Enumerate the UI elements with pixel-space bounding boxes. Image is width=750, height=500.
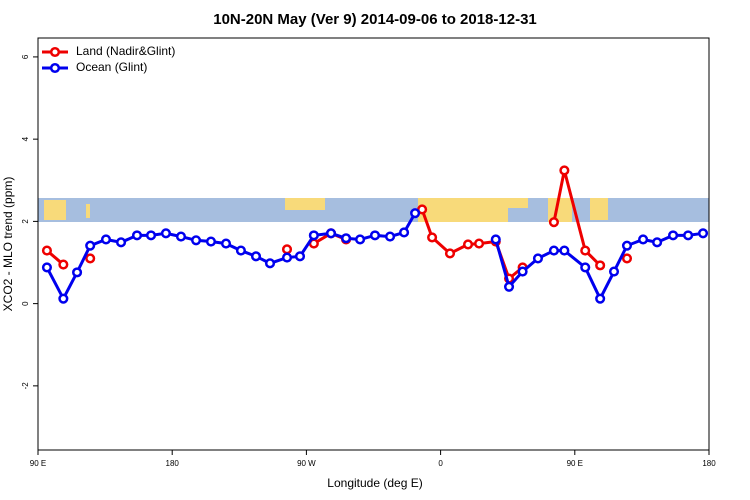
data-point [325,228,337,239]
data-point [131,230,143,241]
data-point [116,237,127,248]
x-tick-label: 0 [438,459,443,468]
data-point [264,258,276,269]
data-point [369,230,381,241]
data-point [668,230,679,241]
series-line [552,170,602,267]
x-tick-label: 90 W [297,459,316,468]
data-point [490,234,501,245]
data-point [638,234,649,245]
data-point [595,260,606,271]
data-point [683,230,694,241]
data-point [175,231,187,242]
legend-label: Ocean (Glint) [76,60,147,74]
data-point [697,228,709,239]
data-point [444,248,456,259]
x-tick-label: 90 E [567,459,583,468]
data-point [250,251,262,262]
data-point [235,245,246,256]
data-point [559,245,570,256]
data-point [145,230,157,241]
data-point [621,253,633,264]
legend-marker [49,46,61,58]
y-tick-label: 0 [21,301,30,306]
map-strip [38,198,709,222]
data-point [85,240,96,251]
legend-marker [49,62,61,74]
data-point [72,267,83,278]
data-point [355,234,366,245]
data-point [281,252,293,263]
y-tick-label: 6 [21,54,30,59]
data-point [532,253,544,264]
data-point [427,232,438,243]
x-tick-label: 180 [702,459,716,468]
data-point [41,262,52,273]
data-point [474,238,485,249]
data-point [580,245,591,256]
x-tick-label: 180 [166,459,180,468]
data-point [548,217,559,228]
data-point [100,234,112,245]
legend-label: Land (Nadir&Glint) [76,44,175,58]
data-point [58,293,69,304]
data-point [385,231,396,242]
data-point [281,244,293,255]
plot-frame [37,37,710,451]
series-line [45,212,417,302]
data-point [191,235,202,246]
data-point [205,236,217,247]
x-tick-label: 90 E [30,459,46,468]
data-point [58,259,69,270]
data-point [308,230,319,241]
data-point [294,251,306,262]
data-point [341,233,352,244]
data-point [399,227,410,238]
data-point [41,245,52,256]
y-tick-label: -2 [21,382,30,390]
data-point [160,228,171,239]
data-point [595,293,606,304]
data-point [621,240,633,251]
y-tick-label: 4 [21,136,30,141]
y-tick-label: 2 [21,219,30,224]
data-point [608,266,620,277]
data-point [220,238,232,249]
data-point [503,281,515,292]
chart-title: 10N-20N May (Ver 9) 2014-09-06 to 2018-1… [213,11,537,28]
data-point [517,266,528,277]
data-point [559,165,570,176]
data-point [462,239,474,250]
data-point [652,237,663,248]
data-point [580,262,591,273]
data-point [85,253,96,264]
x-axis-label: Longitude (deg E) [327,476,422,490]
data-point [410,208,421,219]
y-axis-label: XCO2 - MLO trend (ppm) [1,177,15,312]
data-point [548,245,559,256]
